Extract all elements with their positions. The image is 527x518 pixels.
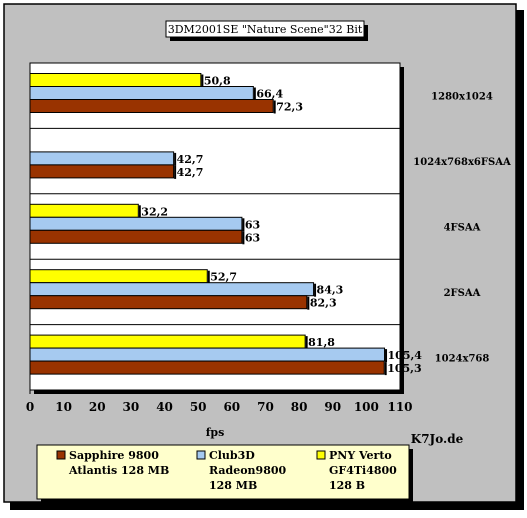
x-tick-label: 110	[387, 400, 412, 414]
x-tick-label: 20	[89, 400, 106, 414]
data-label: 63	[245, 231, 260, 244]
x-tick-label: 0	[26, 400, 34, 414]
bar	[29, 269, 208, 284]
category-label: 4FSAA	[444, 223, 481, 234]
chart-title: 3DM2001SE "Nature Scene"32 Bit	[168, 23, 363, 36]
bar	[29, 360, 385, 375]
bar	[29, 216, 243, 231]
watermark-text: K7Jo.de	[411, 432, 464, 446]
bar	[29, 164, 175, 179]
legend-label: Sapphire 9800	[69, 449, 159, 462]
x-tick-label: 10	[55, 400, 72, 414]
title-box	[165, 20, 365, 38]
data-label: 42,7	[177, 153, 204, 166]
legend-swatch	[196, 450, 206, 460]
x-tick-label: 50	[190, 400, 207, 414]
bar	[29, 73, 202, 87]
legend-label: PNY Verto	[329, 449, 392, 462]
bar	[29, 295, 308, 310]
bar	[29, 86, 254, 100]
x-tick-label: 40	[156, 400, 173, 414]
legend-label: GF4Ti4800	[329, 464, 397, 477]
category-label: 1280x1024	[431, 92, 493, 103]
x-axis-title: fps	[206, 426, 225, 439]
x-tick-label: 70	[257, 400, 274, 414]
data-label: 105,4	[388, 349, 423, 362]
bar	[29, 151, 175, 166]
legend-swatch	[56, 450, 66, 460]
data-label: 42,7	[177, 166, 204, 179]
bar	[29, 203, 139, 218]
category-label: 2FSAA	[444, 288, 481, 299]
x-tick-label: 30	[123, 400, 140, 414]
bar	[29, 334, 306, 349]
x-tick-label: 90	[324, 400, 341, 414]
legend-label: Club3D	[209, 449, 255, 462]
x-tick-label: 100	[354, 400, 379, 414]
data-label: 105,3	[387, 362, 421, 375]
bar	[29, 99, 274, 113]
data-label: 84,3	[317, 284, 344, 297]
data-label: 32,2	[141, 205, 168, 218]
legend-swatch	[316, 450, 326, 460]
bar	[29, 229, 243, 244]
legend-label: Atlantis 128 MB	[68, 464, 169, 477]
data-label: 66,4	[256, 88, 283, 101]
legend-box	[36, 444, 410, 500]
legend-label: 128 MB	[209, 479, 257, 492]
legend-label: Radeon9800	[209, 464, 287, 477]
data-label: 63	[245, 218, 260, 231]
data-label: 72,3	[276, 101, 303, 114]
data-label: 50,8	[204, 75, 231, 88]
x-tick-label: 60	[223, 400, 240, 414]
data-label: 52,7	[210, 271, 237, 284]
bar	[29, 347, 386, 362]
category-label: 1024x768	[435, 353, 490, 364]
bar	[29, 282, 315, 297]
category-label: 1024x768x6FSAA	[413, 157, 511, 168]
x-tick-label: 80	[291, 400, 308, 414]
data-label: 81,8	[308, 336, 335, 349]
data-label: 82,3	[310, 297, 337, 310]
legend-label: 128 B	[329, 479, 365, 492]
